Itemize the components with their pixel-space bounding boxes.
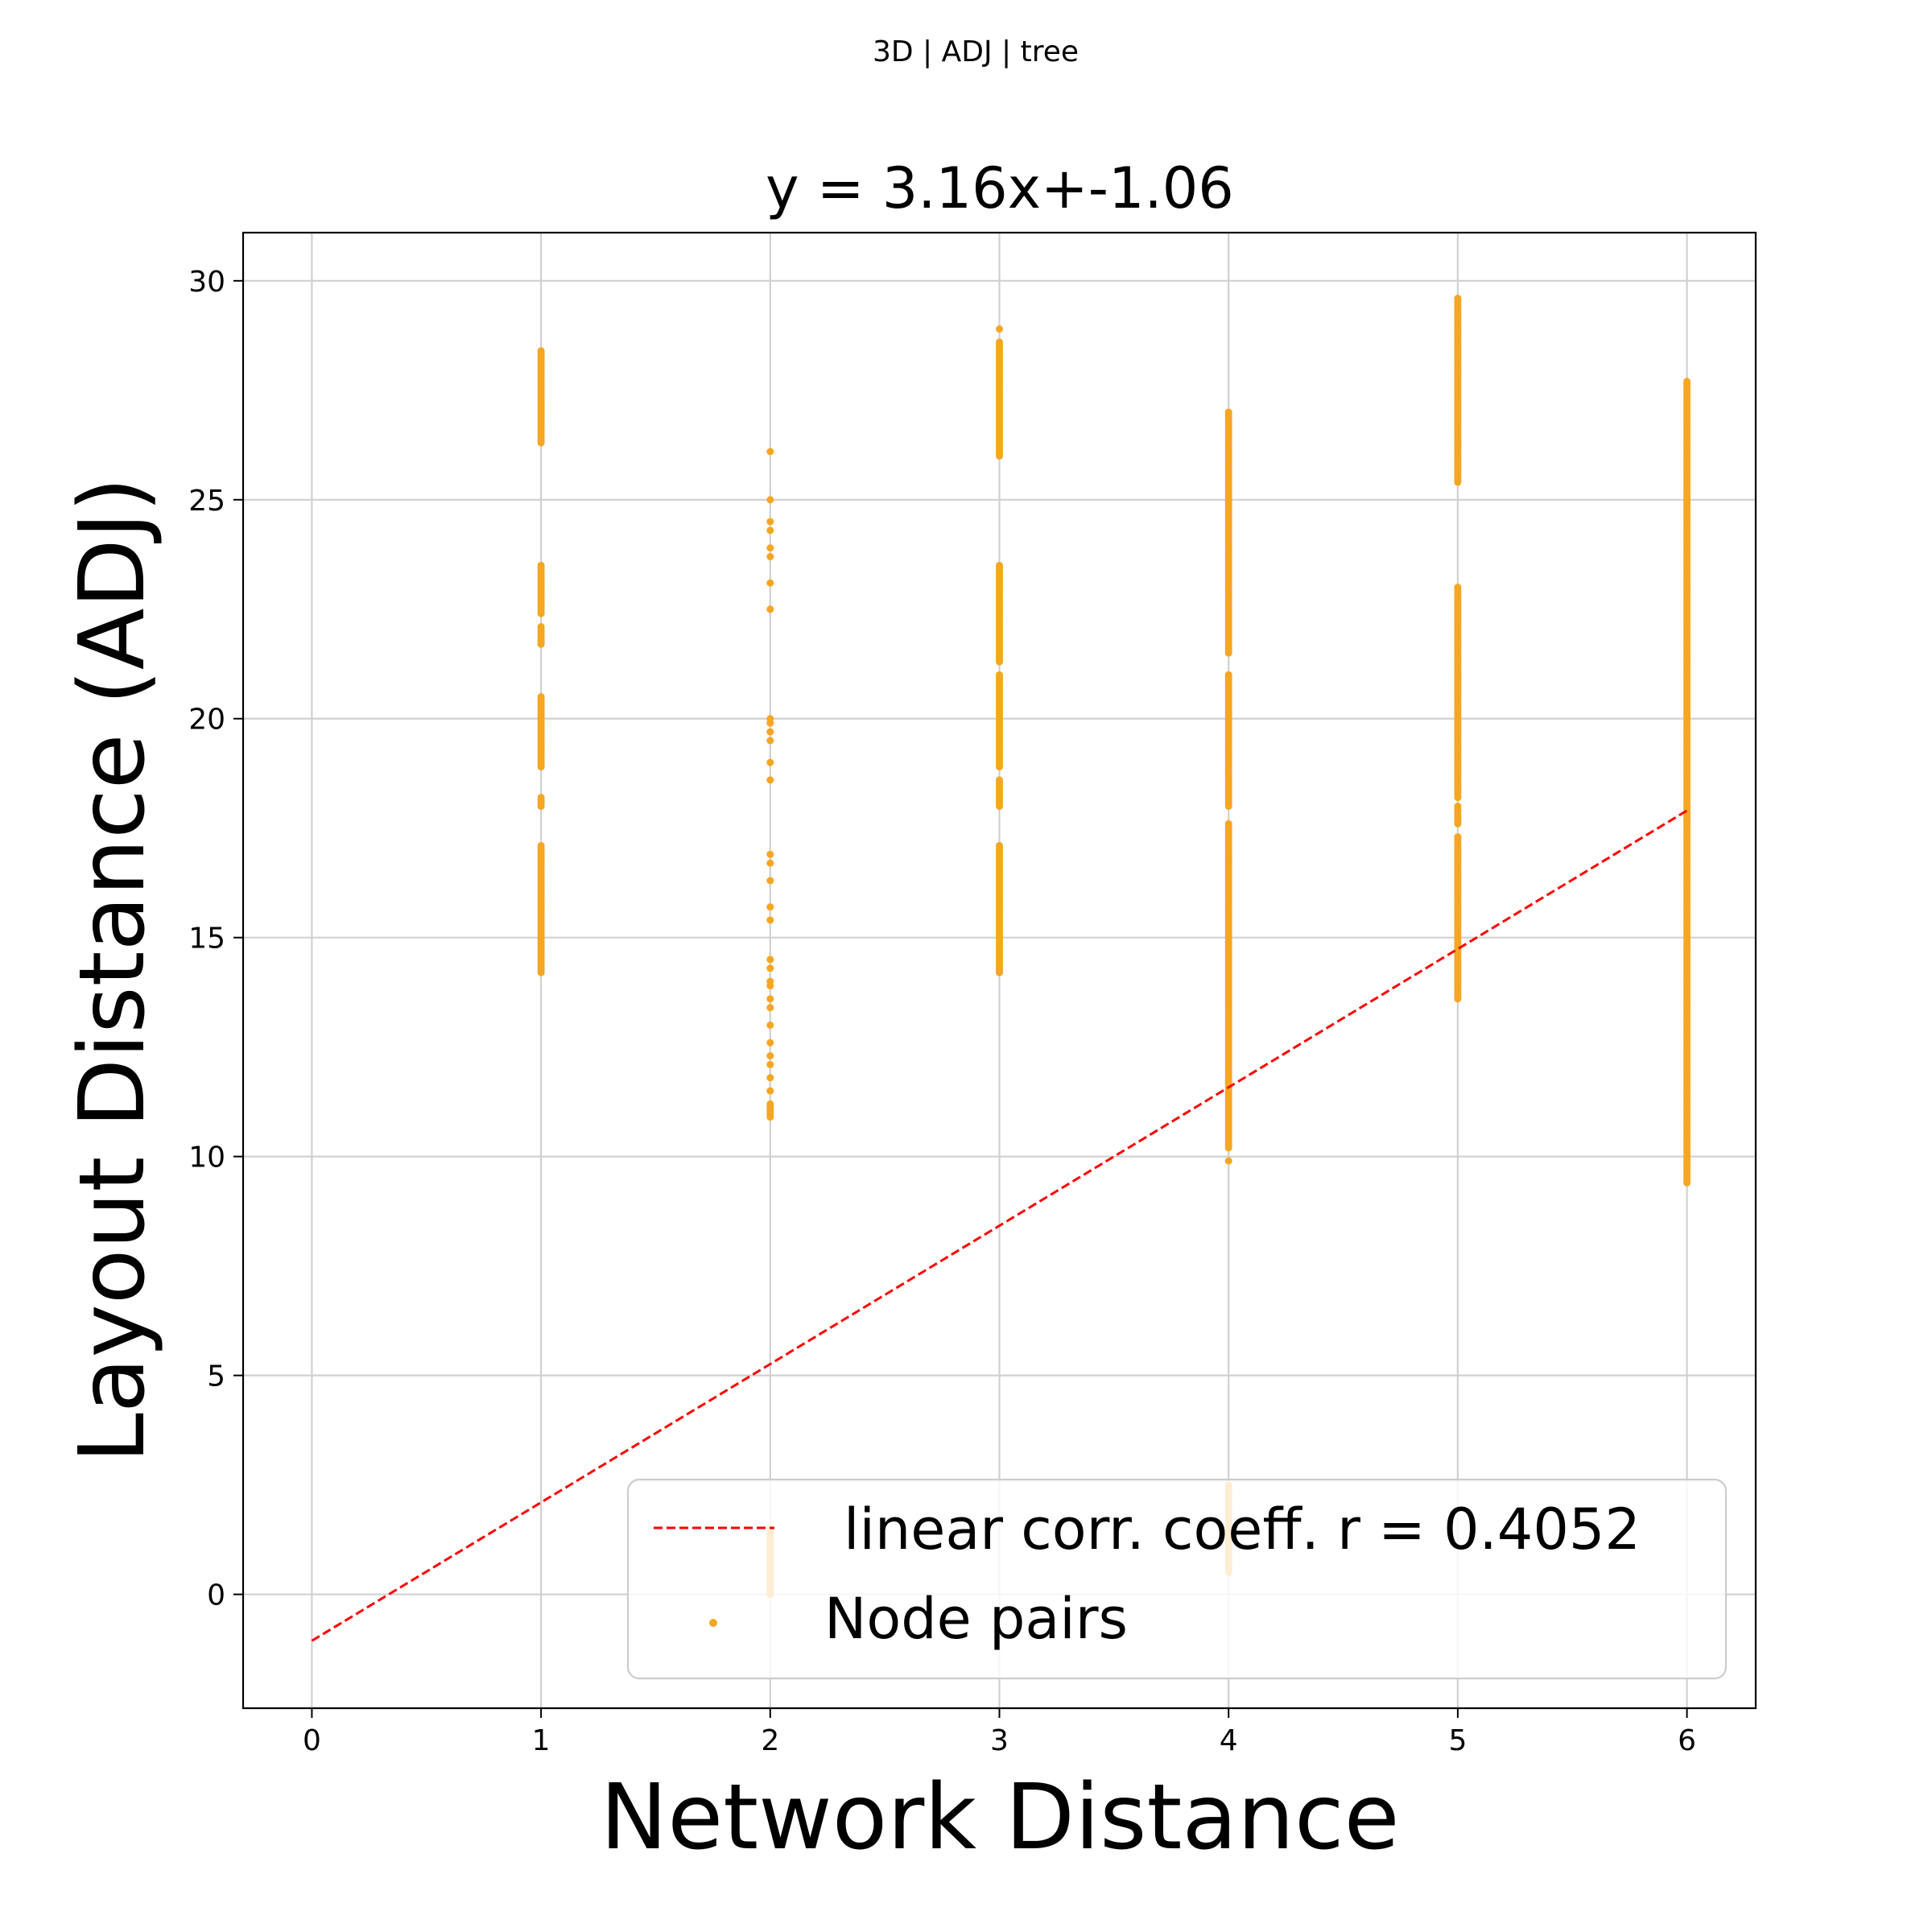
node-pair-point [766,728,774,736]
node-pair-point [1224,1157,1232,1165]
node-pair-point [766,964,774,972]
node-pair-point [537,561,545,569]
node-pair-point [766,758,774,766]
node-pair-point [766,448,774,456]
legend: linear corr. coeff. r = 0.4052 Node pair… [626,1478,1728,1680]
node-pair-point [766,526,774,535]
node-pair-point [766,544,774,552]
node-pair-point [1454,803,1462,811]
node-pair-point [1224,408,1232,416]
node-pair-point [766,1004,774,1012]
node-pair-point [766,1100,774,1108]
x-tick-label: 6 [1678,1724,1696,1757]
x-tick-label: 5 [1448,1724,1467,1757]
y-tick-label: 15 [188,923,225,956]
y-tick-label: 10 [188,1141,225,1174]
node-pair-point [766,1060,774,1068]
node-pair-point [766,850,774,858]
node-pair-point [766,956,774,964]
node-pair-point [766,1038,774,1046]
node-pair-point [766,1021,774,1029]
node-pair-point [766,903,774,911]
node-pair-point [766,877,774,885]
legend-points-label: Node pairs [824,1586,1128,1652]
figure-suptitle: 3D | ADJ | tree [873,35,1079,68]
node-pair-point [766,1074,774,1082]
node-pair-point [537,794,545,802]
node-pair-point [996,338,1003,346]
node-pair-point [766,518,774,526]
node-pair-point [766,579,774,587]
fit-line [311,809,1688,1642]
node-pair-point [766,715,774,723]
node-pair-point [766,995,774,1003]
node-pair-point [1683,378,1691,386]
node-pair-point [537,623,545,631]
x-tick-label: 0 [303,1724,321,1757]
axis-ticks: 0 1 2 3 4 5 6 0 5 10 15 20 25 30 [188,266,1696,1757]
legend-points-swatch [709,1619,717,1627]
node-pair-points [537,295,1691,1599]
node-pair-point [766,737,774,745]
node-pair-point [996,561,1003,569]
legend-fit-label: linear corr. coeff. r = 0.4052 [844,1496,1641,1563]
node-pair-point [537,693,545,701]
x-tick-label: 3 [990,1724,1009,1757]
node-pair-point [996,841,1003,849]
node-pair-point [766,496,774,504]
legend-box [626,1478,1728,1680]
x-tick-label: 2 [761,1724,779,1757]
node-pair-point [766,977,774,985]
node-pair-point [766,916,774,924]
plot-frame [242,231,1757,1710]
node-pair-point [766,1087,774,1095]
x-tick-label: 4 [1220,1724,1238,1757]
y-tick-label: 0 [207,1579,225,1612]
node-pair-point [766,776,774,784]
y-tick-label: 30 [188,266,225,299]
node-pair-point [1224,671,1232,679]
node-pair-point [1224,819,1232,828]
node-pair-point [1454,295,1462,303]
node-pair-point [766,605,774,613]
node-pair-point [766,859,774,867]
chart-title: y = 3.16x+-1.06 [766,155,1234,221]
node-pair-point [537,841,545,849]
node-pair-point [766,1052,774,1060]
node-pair-point [1454,833,1462,841]
x-tick-label: 1 [532,1724,551,1757]
y-tick-label: 25 [188,485,225,518]
node-pair-point [996,671,1003,679]
node-pair-point [996,776,1003,784]
fit-line-layer [311,809,1688,1642]
node-pair-point [766,552,774,560]
node-pair-point [996,325,1003,333]
x-axis-label: Network Distance [601,1765,1400,1870]
y-tick-label: 5 [207,1360,225,1393]
y-axis-label: Layout Distance (ADJ) [60,477,165,1463]
node-pair-point [537,347,545,355]
y-tick-label: 20 [188,704,225,737]
node-pair-point [1454,584,1462,592]
